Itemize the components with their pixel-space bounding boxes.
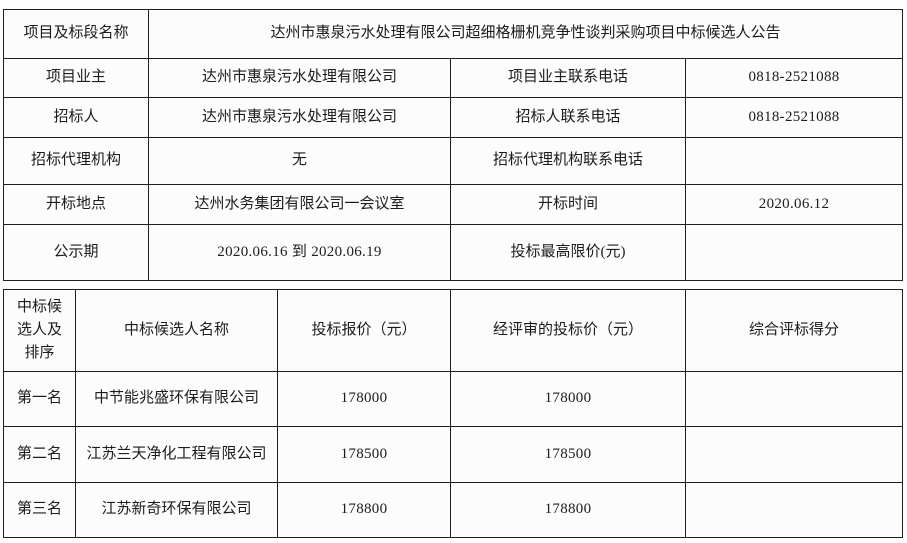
info-row-opening: 开标地点 达州水务集团有限公司一会议室 开标时间 2020.06.12 <box>3 184 904 225</box>
candidate-bid-price: 178500 <box>277 426 451 483</box>
opening-place-value: 达州水务集团有限公司一会议室 <box>148 184 451 225</box>
table-divider-gap <box>3 281 907 289</box>
candidate-bid-price: 178000 <box>277 371 451 427</box>
info-row-publicity: 公示期 2020.06.16 到 2020.06.19 投标最高限价(元) <box>3 224 904 281</box>
max-price-value <box>684 224 904 281</box>
candidate-row-1: 第一名 中节能兆盛环保有限公司 178000 178000 <box>3 371 903 427</box>
publicity-period-label: 公示期 <box>3 224 149 281</box>
owner-phone-label: 项目业主联系电话 <box>450 58 686 98</box>
owner-phone-value: 0818-2521088 <box>684 58 904 98</box>
header-score: 综合评标得分 <box>685 289 903 372</box>
info-row-owner: 项目业主 达州市惠泉污水处理有限公司 项目业主联系电话 0818-2521088 <box>3 58 904 98</box>
candidate-score <box>685 426 903 483</box>
candidate-reviewed-price: 178500 <box>450 426 686 483</box>
project-section-name-label: 项目及标段名称 <box>3 9 149 59</box>
candidate-bid-price: 178800 <box>277 482 451 538</box>
opening-time-value: 2020.06.12 <box>684 184 904 225</box>
opening-place-label: 开标地点 <box>3 184 149 225</box>
tenderer-phone-label: 招标人联系电话 <box>450 97 686 138</box>
header-candidate-name: 中标候选人名称 <box>75 289 278 372</box>
opening-time-label: 开标时间 <box>450 184 686 225</box>
project-owner-label: 项目业主 <box>3 58 149 98</box>
tenderer-label: 招标人 <box>3 97 149 138</box>
candidate-reviewed-price: 178800 <box>450 482 686 538</box>
info-row-tenderer: 招标人 达州市惠泉污水处理有限公司 招标人联系电话 0818-2521088 <box>3 97 904 138</box>
header-rank: 中标候选人及排序 <box>3 289 76 372</box>
announcement-title: 达州市惠泉污水处理有限公司超细格栅机竞争性谈判采购项目中标候选人公告 <box>147 9 904 59</box>
publicity-period-value: 2020.06.16 到 2020.06.19 <box>148 224 451 281</box>
tenderer-value: 达州市惠泉污水处理有限公司 <box>148 97 451 138</box>
tenderer-phone-value: 0818-2521088 <box>684 97 904 138</box>
project-info-table: 项目及标段名称 达州市惠泉污水处理有限公司超细格栅机竞争性谈判采购项目中标候选人… <box>3 9 904 281</box>
candidate-row-2: 第二名 江苏兰天净化工程有限公司 178500 178500 <box>3 426 903 483</box>
candidate-score <box>685 371 903 427</box>
agency-label: 招标代理机构 <box>3 137 149 185</box>
agency-value: 无 <box>148 137 451 185</box>
candidate-rank: 第三名 <box>3 482 76 538</box>
candidate-rank: 第二名 <box>3 426 76 483</box>
candidate-score <box>685 482 903 538</box>
candidate-reviewed-price: 178000 <box>450 371 686 427</box>
info-row-agency: 招标代理机构 无 招标代理机构联系电话 <box>3 137 904 185</box>
candidates-header-row: 中标候选人及排序 中标候选人名称 投标报价（元） 经评审的投标价（元） 综合评标… <box>3 289 903 372</box>
candidate-name: 江苏兰天净化工程有限公司 <box>75 426 278 483</box>
candidate-name: 江苏新奇环保有限公司 <box>75 482 278 538</box>
max-price-label: 投标最高限价(元) <box>450 224 686 281</box>
candidate-name: 中节能兆盛环保有限公司 <box>75 371 278 427</box>
header-bid-price: 投标报价（元） <box>277 289 451 372</box>
header-reviewed-price: 经评审的投标价（元） <box>450 289 686 372</box>
candidate-rank: 第一名 <box>3 371 76 427</box>
agency-phone-label: 招标代理机构联系电话 <box>450 137 686 185</box>
candidates-table: 中标候选人及排序 中标候选人名称 投标报价（元） 经评审的投标价（元） 综合评标… <box>3 289 903 538</box>
project-owner-value: 达州市惠泉污水处理有限公司 <box>148 58 451 98</box>
candidate-row-3: 第三名 江苏新奇环保有限公司 178800 178800 <box>3 482 903 538</box>
agency-phone-value <box>684 137 904 185</box>
info-row-title: 项目及标段名称 达州市惠泉污水处理有限公司超细格栅机竞争性谈判采购项目中标候选人… <box>3 9 904 59</box>
